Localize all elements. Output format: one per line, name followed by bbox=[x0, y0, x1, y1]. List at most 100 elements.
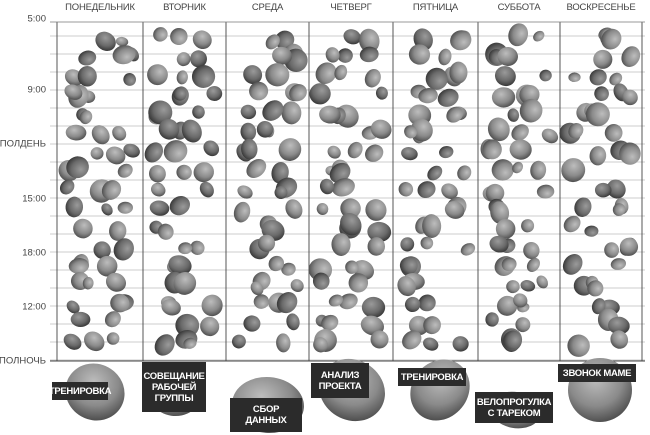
stone-icon bbox=[331, 233, 351, 256]
stone-icon bbox=[78, 50, 97, 66]
stone-icon bbox=[319, 178, 335, 195]
stone-icon bbox=[193, 162, 214, 183]
stone-icon bbox=[521, 219, 535, 233]
stone-icon bbox=[93, 241, 111, 259]
stone-icon bbox=[173, 87, 187, 101]
stone-icon bbox=[181, 119, 202, 143]
stone-icon bbox=[176, 70, 188, 85]
stone-icon bbox=[491, 159, 514, 181]
stone-icon bbox=[173, 272, 197, 295]
stone-icon bbox=[178, 242, 193, 255]
stone-icon bbox=[367, 221, 392, 242]
stone-icon bbox=[90, 147, 104, 160]
stone-icon bbox=[176, 52, 191, 67]
stone-icon bbox=[192, 105, 205, 119]
stone-icon bbox=[568, 122, 584, 139]
stone-icon bbox=[163, 140, 188, 163]
stone-icon bbox=[233, 201, 251, 223]
stone-icon bbox=[348, 273, 369, 293]
stone-icon bbox=[153, 27, 168, 42]
time-label: ПОЛНОЧЬ bbox=[0, 355, 46, 367]
stone-icon bbox=[231, 334, 246, 349]
stone-icon bbox=[437, 88, 459, 107]
stone-icon bbox=[96, 255, 118, 277]
stone-icon bbox=[312, 272, 330, 290]
stone-icon bbox=[274, 30, 295, 50]
stone-icon bbox=[418, 88, 438, 104]
task-label: СБОР ДАННЫХ bbox=[230, 398, 302, 432]
stone-icon bbox=[237, 185, 253, 199]
stone-icon bbox=[113, 238, 134, 261]
time-label: ПОЛДЕНЬ bbox=[0, 138, 46, 150]
stone-icon bbox=[347, 141, 363, 159]
stone-icon bbox=[286, 313, 300, 331]
stone-icon bbox=[250, 281, 264, 296]
stone-icon bbox=[506, 280, 520, 294]
task-label: ТРЕНИРОВКА bbox=[398, 368, 466, 386]
stone-icon bbox=[276, 333, 291, 353]
stone-icon bbox=[240, 104, 257, 120]
stone-icon bbox=[77, 65, 97, 87]
stone-icon bbox=[309, 83, 331, 105]
task-label: ЗВОНОК МАМЕ bbox=[558, 364, 636, 382]
time-label: 5:00 bbox=[27, 13, 47, 25]
stone-icon bbox=[73, 218, 93, 239]
stone-icon bbox=[585, 102, 610, 127]
stone-icon bbox=[360, 315, 384, 336]
stone-icon bbox=[491, 87, 516, 108]
stone-icon bbox=[520, 280, 536, 292]
stone-icon bbox=[438, 48, 452, 66]
stone-icon bbox=[340, 212, 362, 236]
stone-icon bbox=[147, 64, 168, 86]
stone-icon bbox=[610, 330, 629, 349]
stone-icon bbox=[425, 67, 448, 90]
time-label: 18:00 bbox=[22, 247, 46, 259]
stone-icon bbox=[262, 100, 284, 121]
stone-icon bbox=[325, 47, 340, 63]
stone-icon bbox=[509, 139, 532, 160]
stone-icon bbox=[397, 276, 416, 297]
task-label: АНАЛИЗ ПРОЕКТА bbox=[311, 363, 369, 398]
stone-icon bbox=[568, 72, 581, 83]
stone-icon bbox=[105, 146, 126, 165]
stone-icon bbox=[112, 45, 136, 65]
stone-icon bbox=[490, 201, 510, 224]
stone-icon bbox=[191, 65, 216, 88]
stone-icon bbox=[408, 44, 431, 65]
stone-icon bbox=[183, 337, 197, 349]
stone-icon bbox=[321, 314, 339, 331]
stone-icon bbox=[327, 145, 341, 159]
task-label: ТРЕНИРОВКА bbox=[49, 382, 111, 400]
stone-icon bbox=[256, 121, 274, 138]
stone-icon bbox=[460, 243, 476, 256]
stone-icon bbox=[112, 126, 127, 141]
stone-icon bbox=[272, 46, 293, 65]
stone-icon bbox=[589, 69, 607, 86]
stone-icon bbox=[150, 183, 166, 197]
stone-icon bbox=[206, 85, 223, 101]
stone-icon bbox=[400, 237, 415, 252]
stone-icon bbox=[503, 330, 522, 350]
stone-icon bbox=[399, 256, 418, 275]
stone-icon bbox=[106, 332, 120, 345]
stone-icon bbox=[337, 48, 353, 63]
stone-icon bbox=[281, 262, 296, 276]
stone-icon bbox=[367, 237, 386, 256]
stone-icon bbox=[199, 181, 214, 198]
stone-icon bbox=[285, 199, 303, 219]
stone-icon bbox=[340, 198, 361, 219]
stone-icon bbox=[610, 258, 627, 270]
stone-icon bbox=[450, 30, 472, 51]
stone-icon bbox=[168, 255, 192, 275]
stone-icon bbox=[508, 23, 529, 47]
stone-icon bbox=[420, 236, 434, 250]
stone-icon bbox=[175, 313, 200, 337]
stone-icon bbox=[65, 124, 87, 141]
stone-icon bbox=[612, 203, 626, 216]
stone-icon bbox=[482, 139, 502, 160]
stone-icon bbox=[365, 199, 387, 221]
stone-icon bbox=[594, 86, 609, 102]
stone-icon bbox=[157, 223, 174, 240]
stone-icon bbox=[401, 147, 418, 161]
stone-icon bbox=[496, 295, 518, 316]
